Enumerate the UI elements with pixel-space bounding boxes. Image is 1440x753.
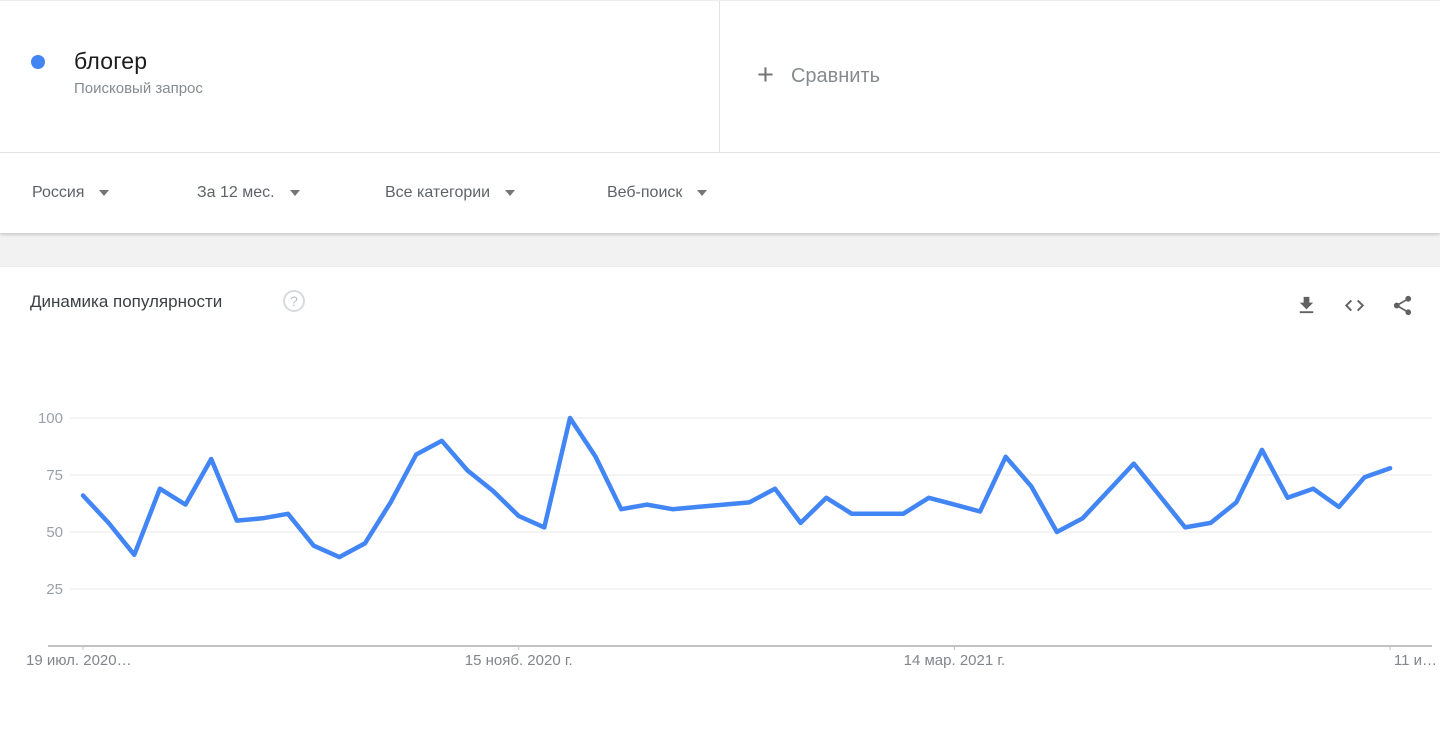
y-axis-label: 50 (46, 524, 63, 541)
filter-category-label: Все категории (385, 184, 491, 201)
filter-geo[interactable]: Россия (32, 184, 110, 202)
plus-icon: + (757, 58, 774, 91)
search-term-type-label: Поисковый запрос (74, 80, 203, 97)
chevron-down-icon (697, 190, 708, 196)
interest-over-time-card: Динамика популярности ? 100 75 50 25 19 июл.… (0, 266, 1440, 753)
download-icon[interactable] (1295, 294, 1318, 317)
x-axis-label: 11 и… (1394, 652, 1437, 669)
search-term-label: блогер (74, 48, 148, 74)
compare-label: Сравнить (790, 65, 881, 87)
term-row: блогер Поисковый запрос + Сравнить (0, 1, 1440, 153)
filter-bar: Россия За 12 мес. Все категории Веб-поис… (0, 153, 1440, 233)
compare-button[interactable]: + Сравнить (720, 1, 1440, 152)
x-axis-label: 19 июл. 2020… (26, 652, 132, 669)
header: блогер Поисковый запрос + Сравнить Росси… (0, 0, 1440, 233)
x-axis-label: 15 нояб. 2020 г. (465, 652, 573, 669)
filter-search-type[interactable]: Веб-поиск (607, 184, 708, 202)
trend-chart-svg: 100 75 50 25 19 июл. 2020… 15 нояб. 2020 г. 14… (26, 410, 1437, 669)
help-icon[interactable]: ? (283, 290, 305, 312)
search-term-card[interactable]: блогер Поисковый запрос (0, 1, 720, 152)
chevron-down-icon (505, 190, 516, 196)
share-icon[interactable] (1391, 294, 1414, 317)
y-axis-label: 25 (46, 581, 63, 598)
chart-actions (1295, 294, 1414, 317)
chevron-down-icon (99, 190, 110, 196)
filter-geo-label: Россия (32, 184, 85, 201)
filter-time-range[interactable]: За 12 мес. (197, 184, 300, 202)
trend-chart[interactable]: 100 75 50 25 19 июл. 2020… 15 нояб. 2020 г. 14… (0, 380, 1440, 680)
filter-time-range-label: За 12 мес. (197, 184, 275, 201)
filter-category[interactable]: Все категории (385, 184, 516, 202)
y-axis-label: 75 (46, 467, 63, 484)
chevron-down-icon (289, 190, 300, 196)
series-color-dot-icon (31, 55, 45, 69)
y-axis-label: 100 (38, 410, 63, 427)
embed-icon[interactable] (1343, 294, 1366, 317)
trend-line (80, 415, 1393, 560)
section-title: Динамика популярности (30, 292, 223, 311)
filter-search-type-label: Веб-поиск (607, 184, 683, 201)
x-axis-label: 14 мар. 2021 г. (904, 652, 1006, 669)
